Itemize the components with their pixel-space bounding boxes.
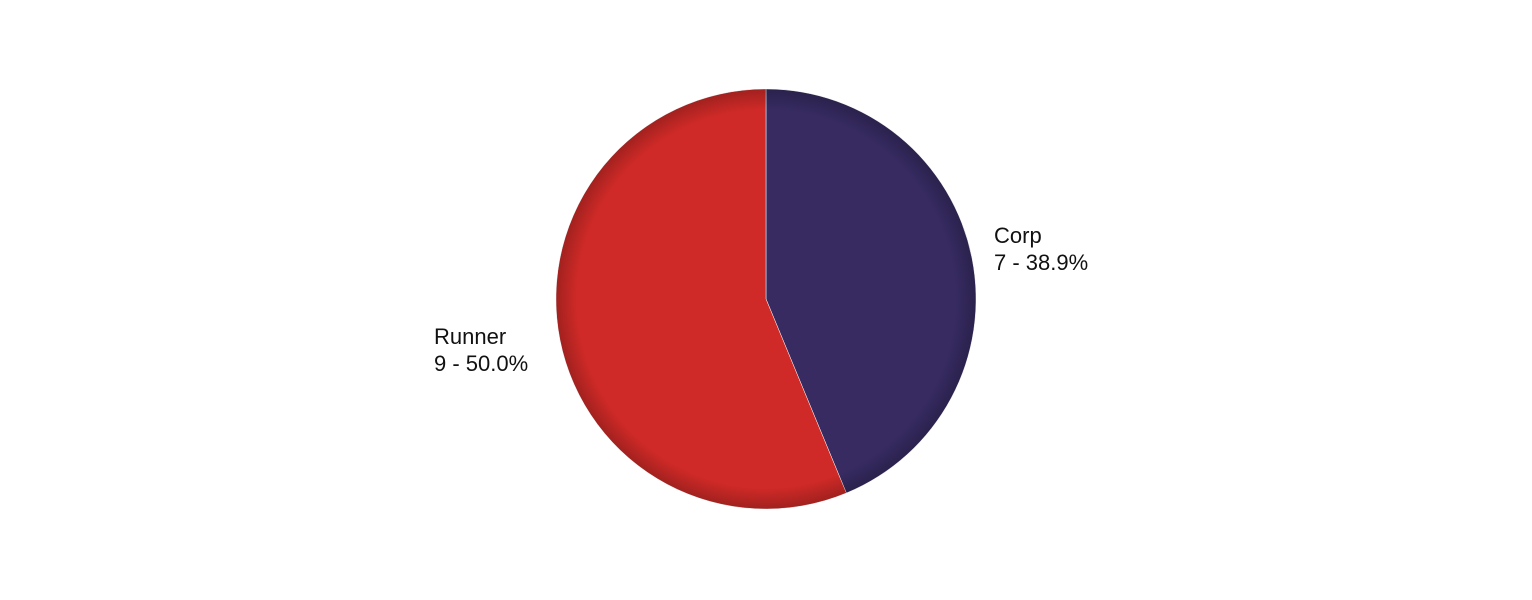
slice-label-corp-value: 7 - 38.9% (994, 250, 1088, 275)
slice-label-corp-name: Corp (994, 223, 1042, 248)
pie-rim-shading (556, 89, 976, 509)
slice-label-runner-value: 9 - 50.0% (434, 351, 528, 376)
slice-label-corp: Corp 7 - 38.9% (994, 223, 1088, 275)
slice-label-runner-name: Runner (434, 324, 506, 349)
slice-label-runner: Runner 9 - 50.0% (434, 324, 528, 376)
